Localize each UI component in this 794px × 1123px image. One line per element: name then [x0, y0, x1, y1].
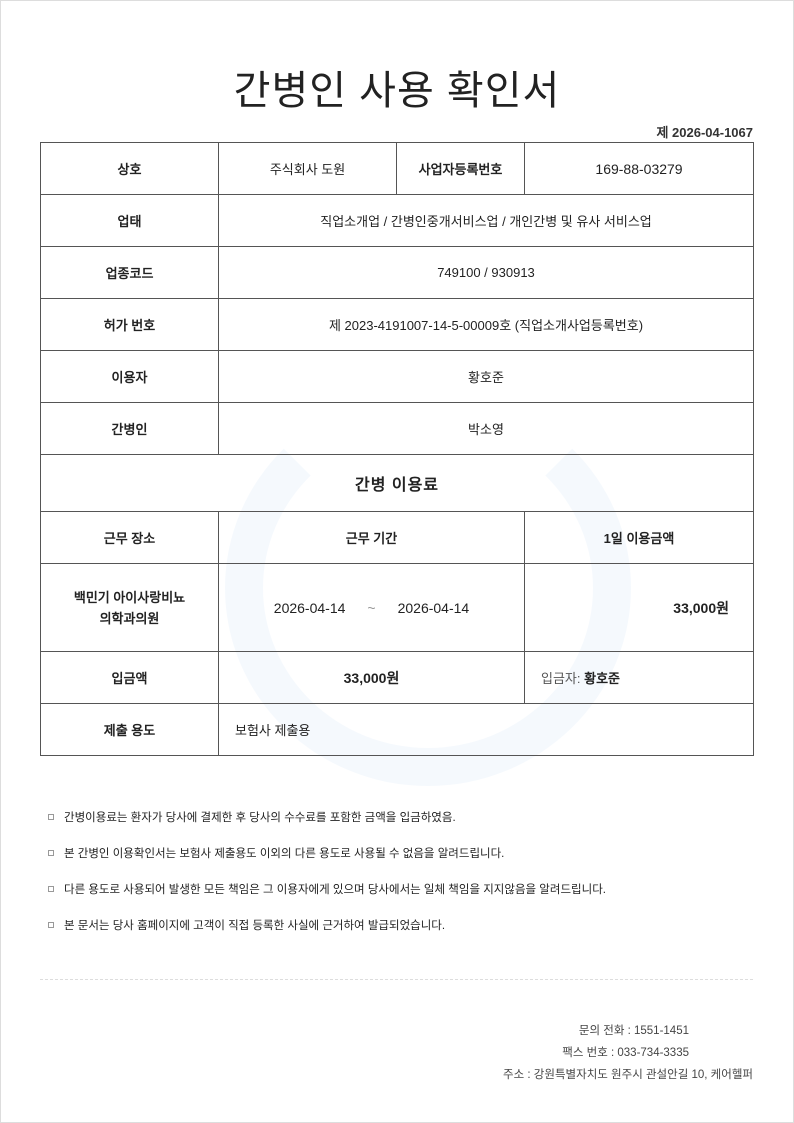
place-line2: 의학과의원 [99, 610, 160, 626]
caregiver-label: 간병인 [40, 402, 219, 455]
depositor-cell: 입금자: 황호준 [524, 651, 754, 704]
user-value: 황호준 [218, 350, 754, 403]
biztype-value: 직업소개업 / 간병인중개서비스업 / 개인간병 및 유사 서비스업 [218, 194, 754, 247]
row-fee-detail: 백민기 아이사랑비뇨 의학과의원 2026-04-14 ~2026-04-14 3… [40, 563, 754, 652]
biztype-label: 업태 [40, 194, 219, 247]
footer-address: 주소 : 강원특별자치도 원주시 관설안길 10, 케어헬퍼 [503, 1069, 753, 1081]
tilde: ~ [367, 599, 376, 616]
footer-fax: 팩스 번호 : 033-734-3335 [562, 1047, 689, 1059]
bizno-value: 169-88-03279 [524, 142, 754, 195]
document-number: 제 2026-04-1067 [656, 125, 753, 140]
license-label: 허가 번호 [40, 298, 219, 351]
place-value: 백민기 아이사랑비뇨 의학과의원 [40, 563, 219, 652]
code-label: 업종코드 [40, 246, 219, 299]
note-item: 간병이용료는 환자가 당사에 결제한 후 당사의 수수료를 포함한 금액을 입금… [48, 809, 606, 845]
place-line1: 백민기 아이사랑비뇨 [73, 589, 186, 605]
note-item: 본 간병인 이용확인서는 보험사 제출용도 이외의 다른 용도로 사용될 수 없… [48, 845, 606, 881]
deposit-value: 33,000원 [218, 651, 525, 704]
period-header: 근무 기간 [218, 511, 525, 564]
daily-value: 33,000원 [524, 563, 754, 652]
company-value: 주식회사 도원 [218, 142, 397, 195]
company-label: 상호 [40, 142, 219, 195]
license-value: 제 2023-4191007-14-5-00009호 (직업소개사업등록번호) [218, 298, 754, 351]
place-header: 근무 장소 [40, 511, 219, 564]
row-fee-header: 근무 장소 근무 기간 1일 이용금액 [40, 511, 754, 564]
fee-section-title: 간병 이용료 [40, 454, 754, 512]
row-user: 이용자 황호준 [40, 350, 754, 403]
user-label: 이용자 [40, 350, 219, 403]
bullet-icon [48, 886, 54, 892]
note-item: 본 문서는 당사 홈페이지에 고객이 직접 등록한 사실에 근거하여 발급되었습… [48, 917, 606, 953]
divider [40, 979, 753, 980]
code-value: 749100 / 930913 [218, 246, 754, 299]
purpose-label: 제출 용도 [40, 703, 219, 756]
caregiver-value: 박소영 [218, 402, 754, 455]
bizno-label: 사업자등록번호 [396, 142, 525, 195]
daily-header: 1일 이용금액 [524, 511, 754, 564]
footer-phone: 문의 전화 : 1551-1451 [578, 1025, 689, 1037]
end-date: 2026-04-14 [397, 599, 470, 616]
row-company: 상호 주식회사 도원 사업자등록번호 169-88-03279 [40, 142, 754, 195]
row-caregiver: 간병인 박소영 [40, 402, 754, 455]
document-title: 간병인 사용 확인서 [233, 69, 561, 113]
purpose-value: 보험사 제출용 [218, 703, 754, 756]
footer-contact: 문의 전화 : 1551-1451 팩스 번호 : 033-734-3335 주… [503, 1020, 753, 1086]
period-value: 2026-04-14 ~2026-04-14 [218, 563, 525, 652]
note-item: 다른 용도로 사용되어 발생한 모든 책임은 그 이용자에게 있으며 당사에서는… [48, 881, 606, 917]
row-code: 업종코드 749100 / 930913 [40, 246, 754, 299]
bullet-icon [48, 814, 54, 820]
deposit-label: 입금액 [40, 651, 219, 704]
bullet-icon [48, 850, 54, 856]
bullet-icon [48, 922, 54, 928]
row-deposit: 입금액 33,000원 입금자: 황호준 [40, 651, 754, 704]
depositor-label: 입금자: [541, 671, 581, 686]
info-table: 상호 주식회사 도원 사업자등록번호 169-88-03279 업태 직업소개업… [40, 142, 754, 756]
depositor-value: 황호준 [584, 671, 621, 686]
notes-list: 간병이용료는 환자가 당사에 결제한 후 당사의 수수료를 포함한 금액을 입금… [48, 809, 606, 953]
row-license: 허가 번호 제 2023-4191007-14-5-00009호 (직업소개사업… [40, 298, 754, 351]
row-fee-title: 간병 이용료 [40, 454, 754, 512]
row-biztype: 업태 직업소개업 / 간병인중개서비스업 / 개인간병 및 유사 서비스업 [40, 194, 754, 247]
start-date: 2026-04-14 [273, 599, 346, 616]
row-purpose: 제출 용도 보험사 제출용 [40, 703, 754, 756]
